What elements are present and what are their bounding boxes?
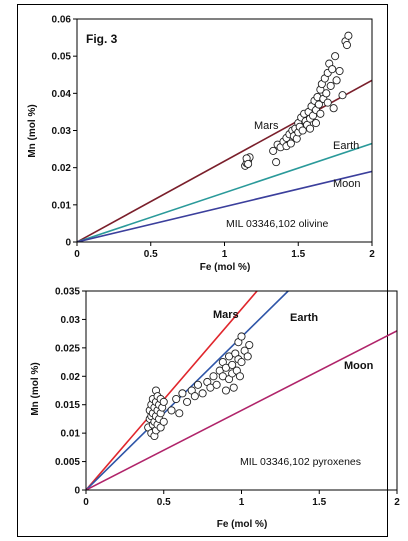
olivine-subtitle: MIL 03346,102 olivine: [226, 218, 329, 230]
olivine-data-point: [338, 91, 347, 100]
olivine-x-tick-label: 0.5: [144, 249, 158, 260]
olivine-data-point: [344, 31, 353, 40]
pyroxene-data-point: [235, 372, 244, 381]
olivine-data-point: [323, 98, 332, 107]
olivine-data-point: [328, 65, 337, 74]
olivine-y-axis-title: Mn (mol %): [27, 104, 38, 157]
pyroxene-data-point: [237, 358, 246, 367]
pyroxene-data-point: [193, 380, 203, 389]
pyroxene-data-point: [198, 389, 207, 398]
olivine-y-tick-label: 0.03: [52, 126, 72, 137]
olivine-earth-label: Earth: [333, 140, 359, 152]
pyroxene-mars-label: Mars: [213, 309, 239, 321]
olivine-moon-label: Moon: [333, 178, 361, 190]
pyroxene-data-point: [183, 397, 192, 406]
olivine-data-point: [322, 89, 331, 98]
olivine-moon-line: [77, 170, 372, 242]
olivine-y-tick-label: 0.01: [52, 200, 72, 211]
pyroxene-y-axis-title: Mn (mol %): [30, 362, 41, 415]
olivine-y-tick-label: 0.05: [52, 52, 72, 63]
olivine-chart: 0 0.5 1 1.5 2 0 0.01 0.02 0.03 0.04 0.05 0.06 Fig. …: [27, 15, 375, 274]
pyroxene-earth-line: [86, 291, 289, 490]
olivine-data-point: [269, 146, 278, 155]
pyroxene-moon-label: Moon: [344, 360, 374, 372]
pyroxene-x-tick-label: 0: [83, 497, 89, 508]
pyroxene-data-point: [167, 406, 176, 415]
pyroxene-data-point: [172, 394, 181, 404]
pyroxene-y-tick-label: 0.03: [61, 315, 81, 326]
pyroxene-x-tick-label: 2: [394, 497, 400, 508]
pyroxene-data-point: [159, 417, 168, 426]
pyroxene-y-tick-label: 0.01: [61, 429, 81, 440]
olivine-data-point: [298, 126, 307, 135]
olivine-x-tick-label: 2: [369, 249, 375, 260]
pyroxene-data-point: [212, 380, 221, 389]
pyroxene-x-axis-title: Fe (mol %): [217, 519, 268, 530]
olivine-data-point: [244, 159, 253, 168]
pyroxene-data-point: [243, 352, 252, 361]
olivine-data-point: [272, 158, 281, 167]
olivine-data-point: [332, 76, 341, 85]
olivine-data-point: [286, 139, 295, 148]
pyroxene-data-point: [245, 340, 254, 350]
olivine-y-tick-label: 0.02: [52, 163, 72, 174]
pyroxene-data-point: [190, 392, 199, 401]
olivine-data-point: [316, 109, 325, 118]
figure-frame: [17, 4, 388, 537]
pyroxene-y-tick-label: 0.035: [55, 287, 80, 298]
olivine-plot-box: [76, 18, 373, 243]
pyroxene-data-point: [228, 360, 237, 369]
pyroxene-moon-line: [86, 330, 397, 490]
olivine-data-point: [335, 66, 344, 76]
pyroxene-data-point: [159, 397, 168, 406]
pyroxene-chart: 0 0.5 1 1.5 2 0 0.005 0.01 0.015 0.02 0.025 0.03 0.0…: [30, 287, 400, 531]
pyroxene-y-tick-label: 0: [74, 486, 80, 497]
olivine-data-point: [314, 100, 323, 109]
pyroxene-x-tick-label: 1: [239, 497, 245, 508]
olivine-x-tick-label: 1.5: [291, 249, 305, 260]
olivine-data-point: [331, 52, 340, 61]
olivine-x-tick-label: 1: [222, 249, 228, 260]
pyroxene-data-point: [229, 383, 238, 392]
pyroxene-y-tick-label: 0.02: [61, 372, 81, 383]
pyroxene-x-tick-label: 1.5: [312, 497, 326, 508]
pyroxene-data-point: [237, 332, 246, 341]
olivine-y-tick-label: 0: [65, 238, 71, 249]
pyroxene-earth-label: Earth: [290, 312, 318, 324]
pyroxene-mars-line: [86, 291, 258, 490]
olivine-x-tick-label: 0: [74, 249, 80, 260]
pyroxene-y-tick-label: 0.005: [55, 457, 80, 468]
pyroxene-y-tick-label: 0.015: [55, 400, 80, 411]
olivine-mars-label: Mars: [254, 120, 279, 132]
figure-label: Fig. 3: [86, 32, 118, 46]
olivine-mars-line: [77, 79, 372, 242]
pyroxene-data-point: [221, 386, 230, 395]
olivine-data-point: [326, 81, 335, 90]
olivine-y-tick-label: 0.06: [52, 15, 72, 26]
pyroxene-subtitle: MIL 03346,102 pyroxenes: [240, 456, 361, 468]
olivine-data-point: [305, 124, 315, 133]
pyroxene-data-point: [209, 372, 218, 381]
olivine-data-point: [329, 104, 338, 113]
pyroxene-y-tick-label: 0.025: [55, 343, 80, 354]
olivine-data-point: [311, 119, 321, 128]
olivine-x-axis-title: Fe (mol %): [200, 262, 251, 273]
pyroxene-data-point: [175, 409, 184, 418]
pyroxene-x-tick-label: 0.5: [157, 497, 171, 508]
olivine-earth-line: [77, 142, 372, 242]
pyroxene-data-point: [178, 389, 187, 398]
olivine-data-point: [342, 40, 351, 50]
olivine-y-tick-label: 0.04: [52, 89, 72, 100]
